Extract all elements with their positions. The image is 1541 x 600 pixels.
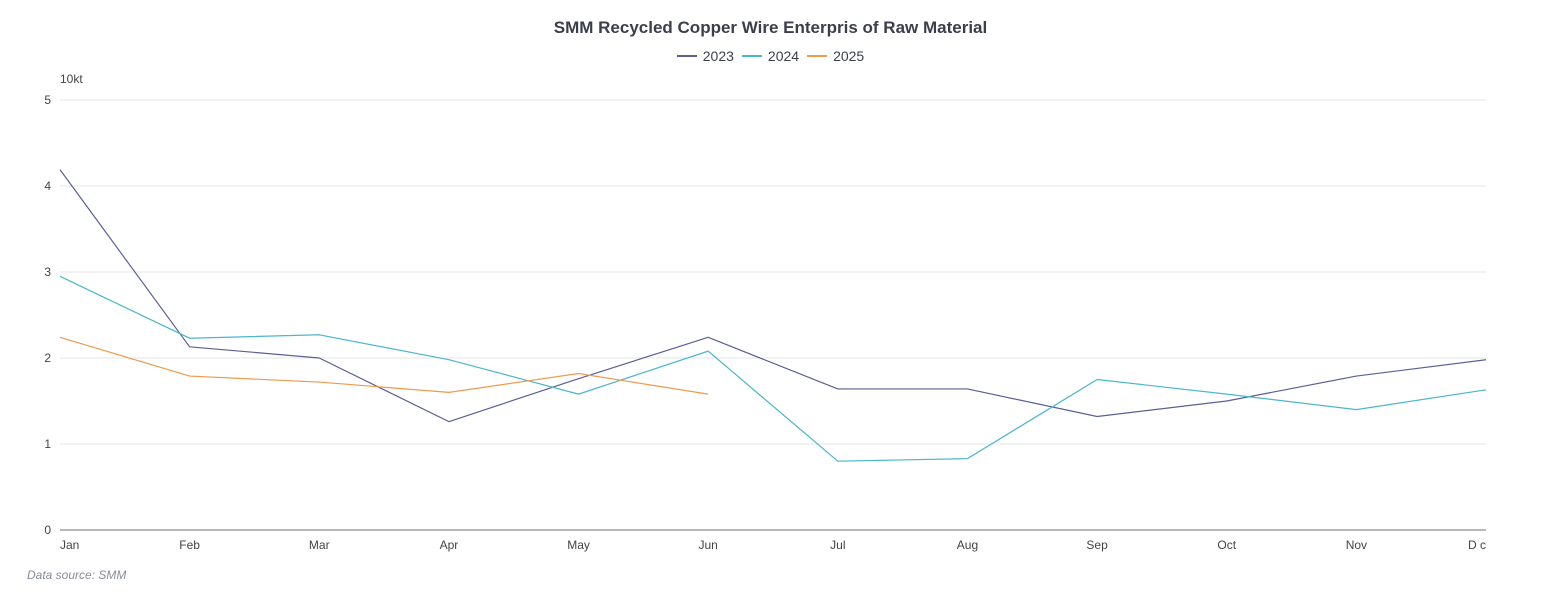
y-axis-unit-label: 10kt [60, 72, 83, 86]
data-point-2023 [1224, 399, 1229, 404]
x-tick-label: Sep [1086, 538, 1108, 552]
data-point-2024 [317, 332, 322, 337]
data-point-2024 [58, 274, 63, 279]
legend-label-2025: 2025 [833, 48, 865, 64]
legend-item-2025[interactable]: 2025 [807, 48, 864, 64]
data-point-2025 [446, 390, 451, 395]
series-line-2025 [59, 336, 709, 395]
data-point-2023 [317, 356, 322, 361]
data-point-2023 [1484, 357, 1489, 362]
x-tick-label: May [567, 538, 590, 552]
data-point-2023 [835, 386, 840, 391]
legend-label-2024: 2024 [767, 48, 800, 64]
data-point-2025 [576, 371, 581, 376]
legend-label-2023: 2023 [702, 48, 734, 64]
data-point-2025 [58, 335, 63, 340]
data-point-2023 [965, 386, 970, 391]
legend-swatch-2025 [807, 55, 828, 57]
x-tick-label: Jan [60, 538, 79, 552]
data-point-2023 [1095, 414, 1100, 419]
x-tick-label: Nov [1346, 538, 1367, 552]
y-tick-label: 3 [44, 265, 51, 279]
series-line-2024 [59, 275, 1487, 462]
data-point-2024 [706, 349, 711, 354]
data-point-2024 [1354, 407, 1359, 412]
data-point-2024 [1224, 392, 1229, 397]
y-tick-label: 1 [44, 437, 51, 451]
data-point-2025 [187, 374, 192, 379]
data-point-2023 [58, 167, 63, 172]
data-point-2024 [187, 336, 192, 341]
legend-item-2024[interactable]: 2024 [741, 48, 800, 64]
legend: 2023 2024 2025 [0, 48, 1541, 64]
y-tick-label: 5 [44, 93, 51, 107]
data-point-2024 [446, 357, 451, 362]
x-tick-label: Aug [957, 538, 978, 552]
data-point-2023 [446, 419, 451, 424]
data-point-2023 [576, 376, 581, 381]
x-tick-label: Jul [830, 538, 845, 552]
x-tick-label: Apr [440, 538, 459, 552]
legend-swatch-2023 [676, 55, 697, 57]
data-source-label: Data source: SMM [27, 568, 127, 582]
x-tick-label: Mar [309, 538, 330, 552]
legend-swatch-2024 [741, 55, 762, 57]
legend-item-2023[interactable]: 2023 [676, 48, 734, 64]
x-tick-label: Feb [179, 538, 200, 552]
series-line-2023 [59, 169, 1487, 423]
y-tick-label: 0 [44, 523, 51, 537]
y-tick-label: 2 [44, 351, 51, 365]
x-tick-label: D c [1468, 538, 1486, 552]
data-point-2023 [187, 344, 192, 349]
data-point-2025 [317, 380, 322, 385]
data-point-2024 [835, 459, 840, 464]
chart-title: SMM Recycled Copper Wire Enterpris of Ra… [553, 18, 988, 37]
x-tick-label: Oct [1217, 538, 1236, 552]
data-point-2023 [1354, 374, 1359, 379]
y-tick-label: 4 [44, 179, 51, 193]
data-point-2024 [1484, 387, 1489, 392]
data-point-2023 [706, 335, 711, 340]
data-point-2024 [576, 392, 581, 397]
data-point-2024 [1095, 377, 1100, 382]
x-tick-label: Jun [699, 538, 718, 552]
data-point-2025 [706, 392, 711, 397]
data-point-2024 [965, 456, 970, 461]
